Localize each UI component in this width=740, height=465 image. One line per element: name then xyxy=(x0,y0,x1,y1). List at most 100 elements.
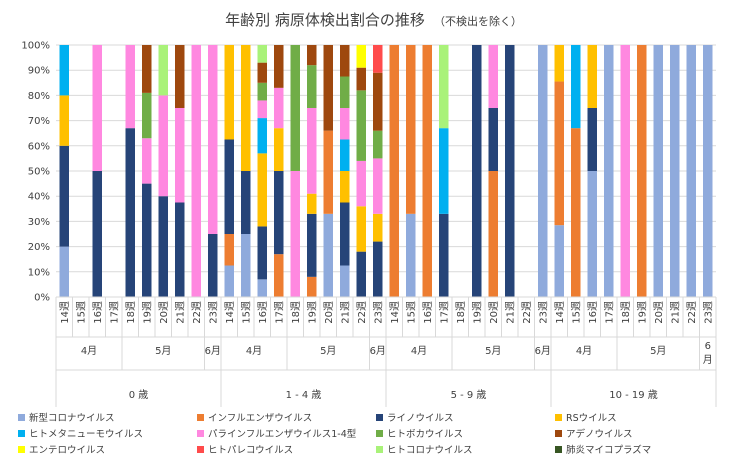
bar-segment xyxy=(257,118,267,154)
legend-label: アデノウイルス xyxy=(566,428,633,440)
legend-swatch xyxy=(18,446,25,453)
age-group-label: 5 - 9 歳 xyxy=(451,389,487,401)
bar-segment xyxy=(340,171,350,203)
bar-segment xyxy=(290,45,300,171)
bar-segment xyxy=(406,45,416,214)
bar-segment xyxy=(389,45,399,297)
bar-segment xyxy=(224,139,234,234)
x-tick-label: 17週 xyxy=(108,301,120,324)
x-tick-label: 20週 xyxy=(323,301,335,324)
bar-segment xyxy=(125,45,135,129)
bar-segment xyxy=(488,45,498,108)
x-tick-label: 17週 xyxy=(273,301,285,324)
x-tick-label: 19週 xyxy=(471,301,483,324)
legend: 新型コロナウイルス インフルエンザウイルス ライノウイルス RSウイルスヒトメタニュー… xyxy=(18,412,651,456)
bars xyxy=(59,45,713,297)
bar-segment xyxy=(554,45,564,82)
x-tick-label: 16週 xyxy=(92,301,104,324)
age-group-label: 1 - 4 歳 xyxy=(286,389,322,401)
bar-segment xyxy=(373,130,383,159)
x-tick-label: 21週 xyxy=(339,301,351,324)
bar-segment xyxy=(125,128,135,297)
bar-segment xyxy=(356,251,366,297)
bar-segment xyxy=(373,45,383,73)
chart-subtitle: （不検出を除く） xyxy=(434,14,522,28)
legend-swatch xyxy=(376,414,383,421)
bar-segment xyxy=(307,276,317,297)
legend-label: RSウイルス xyxy=(566,413,617,424)
legend-swatch xyxy=(376,446,383,453)
bar-segment xyxy=(620,45,630,297)
x-tick-label: 17週 xyxy=(603,301,615,324)
y-tick-label: 50% xyxy=(28,167,50,178)
bar-segment xyxy=(274,254,284,297)
bar-segment xyxy=(142,92,152,139)
x-tick-label: 20週 xyxy=(488,301,500,324)
chart-title: 年齢別 病原体検出割合の推移 xyxy=(225,11,425,29)
bar-segment xyxy=(224,45,234,140)
x-tick-label: 22週 xyxy=(191,301,203,324)
legend-swatch xyxy=(18,414,25,421)
legend-label: 新型コロナウイルス xyxy=(29,412,115,424)
month-label: 月 xyxy=(703,354,713,366)
bar-segment xyxy=(340,76,350,108)
bar-segment xyxy=(439,128,449,214)
bar-segment xyxy=(175,108,185,203)
bar-segment xyxy=(175,45,185,108)
bar-segment xyxy=(472,45,482,297)
bar-segment xyxy=(587,171,597,297)
bar-segment xyxy=(59,246,69,297)
bar-segment xyxy=(637,45,647,297)
bar-segment xyxy=(439,45,449,129)
bar-segment xyxy=(356,45,366,68)
bar-segment xyxy=(439,213,449,297)
bar-segment xyxy=(373,72,383,131)
x-tick-label: 14週 xyxy=(554,301,566,324)
x-tick-label: 18週 xyxy=(620,301,632,324)
legend-swatch xyxy=(18,430,25,437)
x-tick-label: 14週 xyxy=(224,301,236,324)
bar-segment xyxy=(340,202,350,266)
y-tick-label: 20% xyxy=(28,242,50,253)
bar-segment xyxy=(323,213,333,297)
x-tick-label: 15週 xyxy=(75,301,87,324)
legend-swatch xyxy=(197,414,204,421)
bar-segment xyxy=(257,82,267,101)
bar-segment xyxy=(241,171,251,234)
bar-segment xyxy=(142,45,152,93)
bar-segment xyxy=(604,45,614,297)
month-label: 6月 xyxy=(535,345,551,357)
bar-segment xyxy=(59,95,69,146)
y-tick-label: 30% xyxy=(28,217,50,228)
bar-segment xyxy=(686,45,696,297)
bar-segment xyxy=(307,213,317,277)
x-tick-label: 18週 xyxy=(125,301,137,324)
bar-segment xyxy=(257,153,267,227)
y-tick-label: 0% xyxy=(34,293,50,304)
bar-segment xyxy=(241,234,251,297)
bar-segment xyxy=(703,45,713,297)
y-tick-label: 100% xyxy=(21,41,50,52)
bar-segment xyxy=(587,108,597,171)
bar-segment xyxy=(224,234,234,266)
y-tick-label: 90% xyxy=(28,66,50,77)
bar-segment xyxy=(307,45,317,66)
y-tick-label: 80% xyxy=(28,91,50,102)
bar-segment xyxy=(158,45,168,96)
month-label: 4月 xyxy=(411,345,427,357)
month-label: 4月 xyxy=(81,345,97,357)
bar-segment xyxy=(488,171,498,297)
bar-segment xyxy=(257,226,267,280)
bar-segment xyxy=(340,45,350,77)
bar-segment xyxy=(92,171,102,297)
bar-segment xyxy=(274,45,284,88)
bar-segment xyxy=(356,160,366,207)
x-tick-label: 15週 xyxy=(405,301,417,324)
bar-segment xyxy=(554,81,564,226)
bar-segment xyxy=(158,95,168,197)
bar-segment xyxy=(290,171,300,297)
age-group-label: 0 歳 xyxy=(129,389,149,401)
